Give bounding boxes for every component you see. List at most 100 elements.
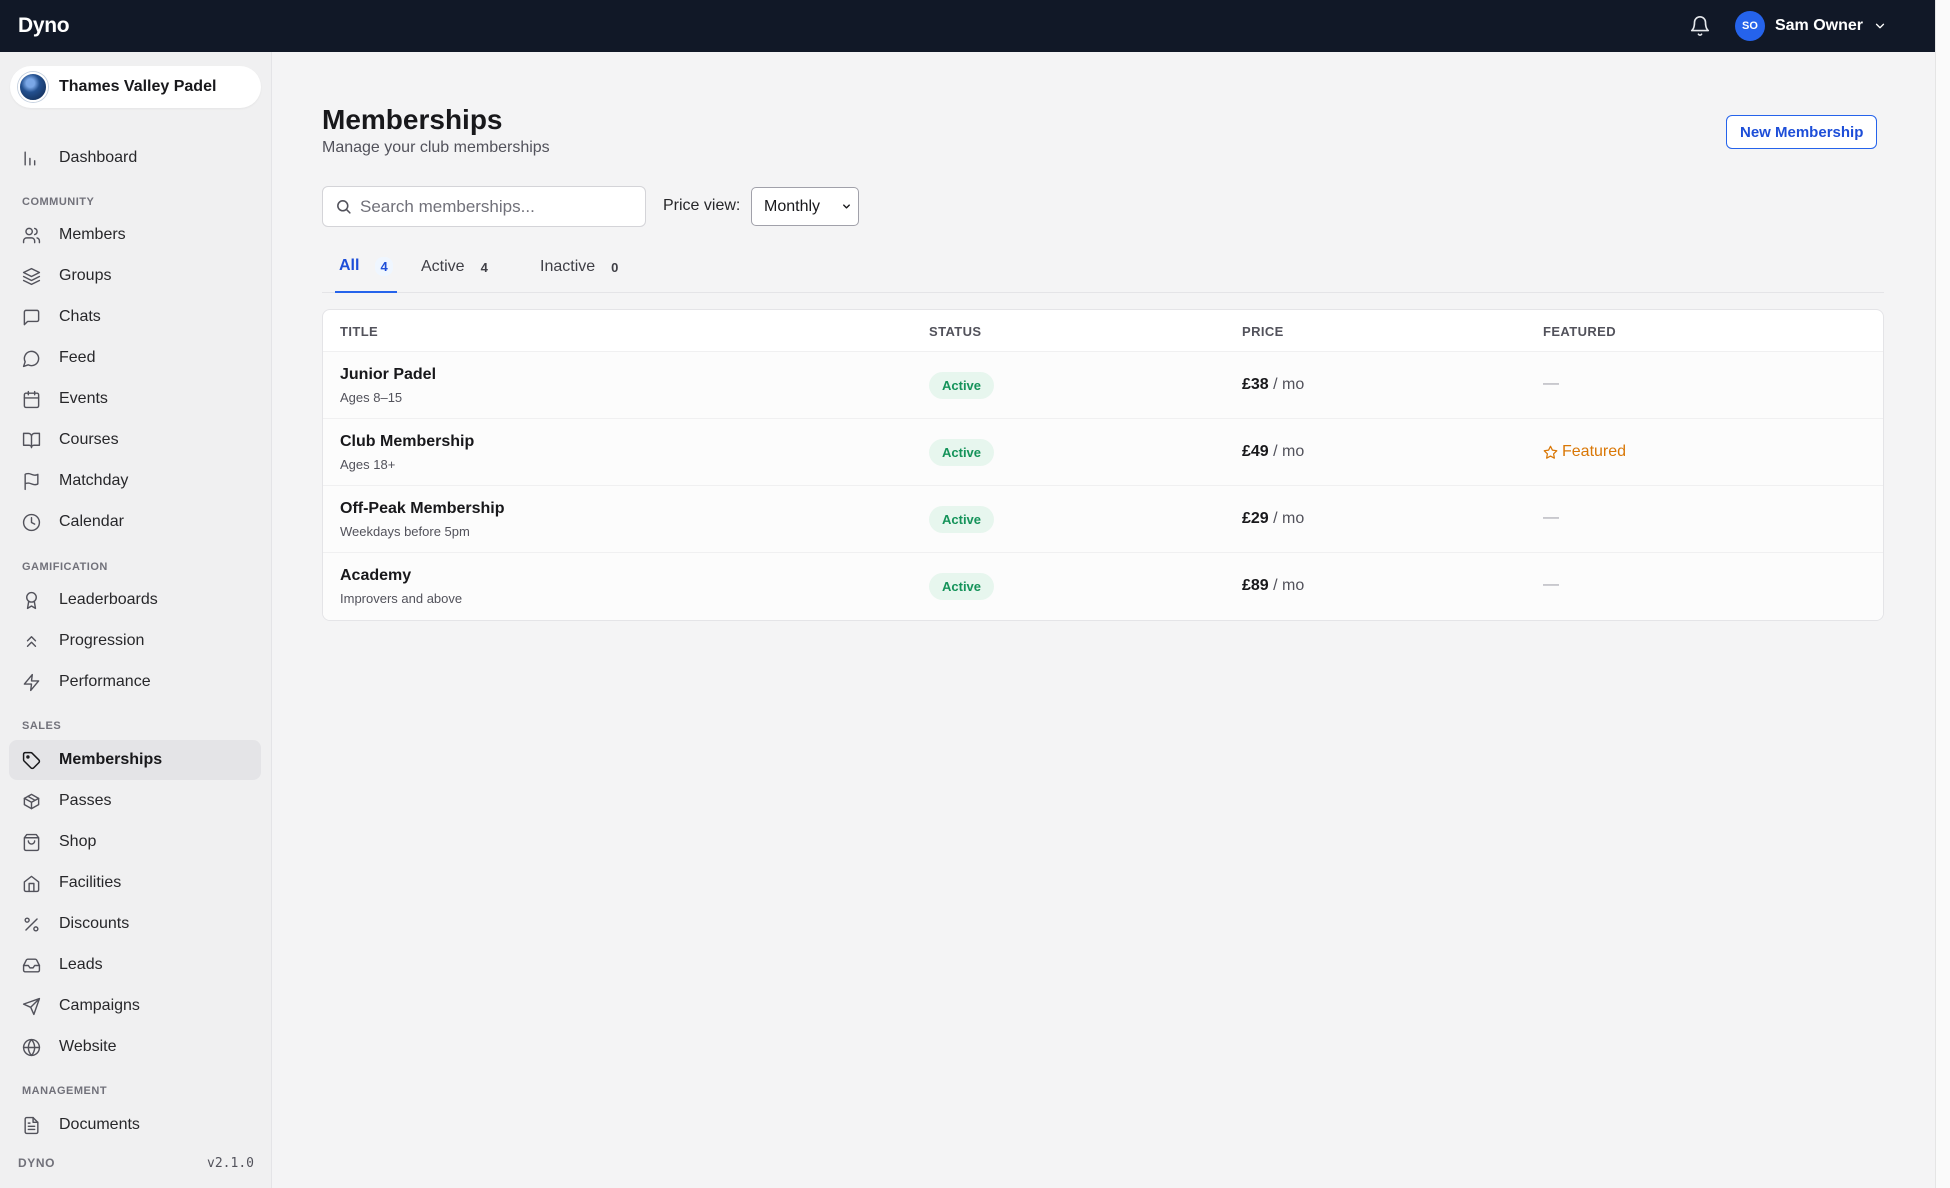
sidebar-item-label: Events xyxy=(59,390,108,407)
sidebar-item-calendar[interactable]: Calendar xyxy=(9,502,261,542)
sidebar-item-groups[interactable]: Groups xyxy=(9,256,261,296)
sidebar-item-label: Campaigns xyxy=(59,997,140,1014)
section-label-community: COMMUNITY xyxy=(22,196,95,208)
membership-title[interactable]: Off-Peak Membership xyxy=(340,500,505,517)
membership-title[interactable]: Club Membership xyxy=(340,433,475,450)
membership-title[interactable]: Academy xyxy=(340,567,412,584)
membership-subtitle: Ages 18+ xyxy=(340,457,396,472)
column-header-title[interactable]: TITLE xyxy=(340,324,379,339)
price-view-select[interactable]: Monthly xyxy=(751,187,859,226)
featured-indicator: Featured xyxy=(1543,443,1626,461)
sidebar-item-label: Dashboard xyxy=(59,149,138,166)
sidebar-item-leads[interactable]: Leads xyxy=(9,945,261,985)
tab-label: Inactive xyxy=(540,258,596,275)
bell-icon[interactable] xyxy=(1689,15,1711,37)
layers-icon xyxy=(22,267,41,285)
sidebar-footer-label: DYNO xyxy=(18,1156,56,1170)
featured-none: — xyxy=(1543,509,1559,526)
sidebar-item-website[interactable]: Website xyxy=(9,1027,261,1067)
table-row[interactable]: Club Membership Ages 18+ Active £49 / mo… xyxy=(323,419,1883,486)
message-circle-icon xyxy=(22,350,40,367)
star-icon xyxy=(1543,445,1558,459)
table-row[interactable]: Off-Peak Membership Weekdays before 5pm … xyxy=(323,486,1883,553)
sidebar-item-label: Passes xyxy=(59,792,112,809)
package-icon xyxy=(23,793,40,809)
sidebar-item-label: Feed xyxy=(59,349,96,366)
sidebar-item-documents[interactable]: Documents xyxy=(9,1105,261,1145)
main-content: Memberships Manage your club memberships… xyxy=(272,52,1935,1188)
membership-title[interactable]: Junior Padel xyxy=(340,366,437,383)
clock-icon xyxy=(22,513,41,531)
sidebar-item-matchday[interactable]: Matchday xyxy=(9,461,261,501)
sidebar-item-leaderboards[interactable]: Leaderboards xyxy=(9,580,261,620)
globe-icon xyxy=(22,1038,41,1056)
search-input[interactable] xyxy=(360,196,620,217)
sidebar-item-label: Groups xyxy=(59,267,112,284)
sidebar-item-passes[interactable]: Passes xyxy=(9,781,261,821)
user-name: Sam Owner xyxy=(1774,17,1863,34)
sidebar-item-label: Leaderboards xyxy=(59,591,158,608)
membership-price: £49 / mo xyxy=(1242,443,1304,461)
user-menu[interactable]: SO Sam Owner xyxy=(1734,11,1887,41)
column-header-status[interactable]: STATUS xyxy=(929,324,982,339)
bar-chart-icon xyxy=(24,150,36,166)
home-icon xyxy=(23,875,40,892)
version-label: v2.1.0 xyxy=(207,1156,254,1171)
price-amount: £49 xyxy=(1242,443,1269,460)
new-membership-button[interactable]: New Membership xyxy=(1726,115,1878,149)
club-logo xyxy=(18,72,48,102)
tab-all[interactable]: All 4 xyxy=(335,241,397,293)
tab-count: 0 xyxy=(611,259,619,275)
status-badge: Active xyxy=(929,372,995,399)
section-label-management: MANAGEMENT xyxy=(22,1085,108,1097)
brand-logo[interactable]: Dyno xyxy=(18,14,70,37)
flag-icon xyxy=(24,472,39,490)
sidebar-item-facilities[interactable]: Facilities xyxy=(9,863,261,903)
table-header: TITLE STATUS PRICE FEATURED xyxy=(323,310,1883,352)
shopping-bag-icon xyxy=(23,833,40,851)
column-header-price[interactable]: PRICE xyxy=(1242,324,1284,339)
sidebar-item-discounts[interactable]: Discounts xyxy=(9,904,261,944)
search-box[interactable] xyxy=(322,186,646,227)
price-amount: £89 xyxy=(1242,577,1269,594)
chevrons-up-icon xyxy=(26,635,37,647)
calendar-icon xyxy=(23,390,40,408)
award-icon xyxy=(26,591,37,609)
sidebar-item-members[interactable]: Members xyxy=(9,215,261,255)
page-subtitle: Manage your club memberships xyxy=(322,139,550,156)
message-square-icon xyxy=(23,309,40,325)
sidebar-item-label: Website xyxy=(59,1038,117,1055)
section-label-gamification: GAMIFICATION xyxy=(22,561,108,573)
search-icon xyxy=(337,200,351,214)
status-tabs: All 4 Active 4 Inactive 0 xyxy=(322,241,1884,293)
section-label-sales: SALES xyxy=(22,720,62,732)
sidebar-item-label: Documents xyxy=(59,1116,140,1133)
tab-inactive[interactable]: Inactive 0 xyxy=(536,241,622,293)
table-row[interactable]: Academy Improvers and above Active £89 /… xyxy=(323,553,1883,620)
sidebar-item-events[interactable]: Events xyxy=(9,379,261,419)
tab-label: Active xyxy=(421,258,465,275)
featured-label: Featured xyxy=(1562,443,1627,460)
sidebar-item-campaigns[interactable]: Campaigns xyxy=(9,986,261,1026)
scrollbar[interactable] xyxy=(1935,0,1950,1188)
membership-price: £89 / mo xyxy=(1242,577,1304,595)
column-header-featured[interactable]: FEATURED xyxy=(1543,324,1617,339)
sidebar-item-progression[interactable]: Progression xyxy=(9,621,261,661)
price-period: / mo xyxy=(1273,510,1305,527)
sidebar-item-label: Facilities xyxy=(59,874,122,891)
sidebar-item-label: Memberships xyxy=(59,751,163,768)
sidebar-item-courses[interactable]: Courses xyxy=(9,420,261,460)
table-row[interactable]: Junior Padel Ages 8–15 Active £38 / mo — xyxy=(323,352,1883,419)
sidebar-item-shop[interactable]: Shop xyxy=(9,822,261,862)
club-switcher[interactable]: Thames Valley Padel xyxy=(10,66,261,108)
sidebar-item-dashboard[interactable]: Dashboard xyxy=(9,138,261,178)
membership-subtitle: Improvers and above xyxy=(340,591,463,606)
sidebar-item-memberships[interactable]: Memberships xyxy=(9,740,261,780)
tab-active[interactable]: Active 4 xyxy=(417,241,492,293)
chevron-down-icon xyxy=(1875,23,1885,29)
sidebar-item-feed[interactable]: Feed xyxy=(9,338,261,378)
sidebar-item-chats[interactable]: Chats xyxy=(9,297,261,337)
sidebar-item-performance[interactable]: Performance xyxy=(9,662,261,702)
sidebar-item-label: Performance xyxy=(59,673,151,690)
users-icon xyxy=(22,227,41,243)
